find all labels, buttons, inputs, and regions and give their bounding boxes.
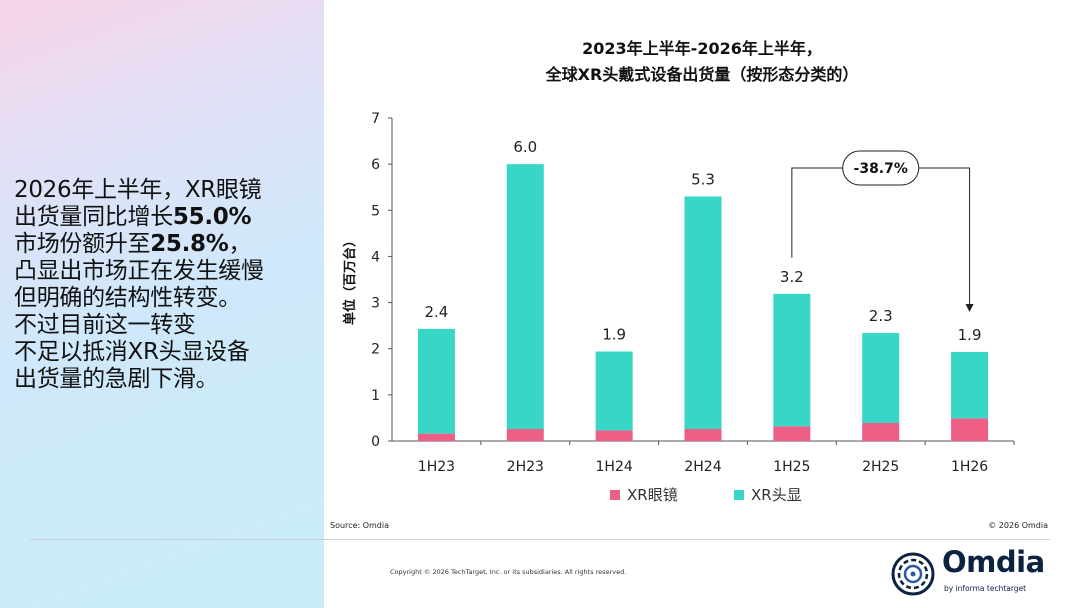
annotation-bracket (791, 167, 971, 306)
legend-swatch (734, 490, 744, 500)
bar-segment-xr-headset (684, 196, 722, 430)
chart-title-line1: 2023年上半年-2026年上半年， (582, 39, 822, 58)
summary-text: 2026年上半年，XR眼镜 出货量同比增长55.0% 市场份额升至25.8%， … (14, 177, 319, 393)
footer-divider (30, 539, 1050, 540)
y-tick-label: 5 (371, 203, 380, 219)
x-tick-label: 1H26 (951, 459, 988, 475)
bar-chart: 0 1 2 3 4 5 6 7 单位（百万台） 2.4 1H23 6.0 2H23 1.9 1H24 5.3… (342, 111, 1015, 504)
summary-line: 凸显出市场正在发生缓慢 (14, 258, 264, 284)
data-label: 1.9 (958, 326, 982, 344)
bar-segment-xr-glasses (506, 429, 544, 441)
data-label: 1.9 (602, 325, 626, 343)
bar-segment-xr-glasses (862, 423, 900, 441)
legend-label: XR眼镜 (627, 486, 678, 504)
bar-segment-xr-headset (417, 328, 455, 434)
annotation-pill (842, 150, 920, 186)
legend-swatch (610, 490, 620, 500)
logo-wordmark: Omdia (942, 545, 1045, 579)
annotation-arrow (965, 303, 974, 312)
data-label: 3.2 (780, 268, 804, 286)
x-tick-label: 2H24 (684, 459, 721, 475)
bar-segment-xr-glasses (773, 426, 811, 441)
y-tick-label: 0 (371, 434, 380, 450)
summary-line: 2026年上半年，XR眼镜 (14, 177, 262, 203)
legend-label: XR头显 (751, 486, 802, 504)
source-note: Source: Omdia (330, 521, 390, 530)
x-tick-label: 1H23 (418, 459, 455, 475)
y-tick-label: 7 (371, 111, 380, 127)
chart-title: 2023年上半年-2026年上半年， 全球XR头戴式设备出货量（按形态分类的） (324, 36, 1080, 88)
chart-copyright: © 2026 Omdia (988, 521, 1048, 530)
x-tick-label: 2H23 (507, 459, 544, 475)
change-annotation: -38.7% (791, 150, 974, 312)
bar-segment-xr-headset (862, 333, 900, 424)
legend: XR眼镜 XR头显 (610, 486, 802, 504)
footer-copyright: Copyright © 2026 TechTarget, Inc. or its… (390, 568, 627, 576)
summary-panel: 2026年上半年，XR眼镜 出货量同比增长55.0% 市场份额升至25.8%， … (0, 0, 324, 608)
bar-segment-xr-headset (595, 351, 633, 431)
y-tick-label: 1 (371, 388, 380, 404)
y-tick-label: 3 (371, 296, 380, 312)
data-label: 6.0 (513, 138, 537, 156)
chart-title-line2: 全球XR头戴式设备出货量（按形态分类的） (545, 65, 859, 84)
data-label: 2.3 (869, 307, 893, 325)
bar-segment-xr-headset (951, 351, 989, 419)
y-axis: 0 1 2 3 4 5 6 7 单位（百万台） (342, 111, 1014, 450)
bar-segment-xr-glasses (684, 429, 722, 441)
bar-segment-xr-headset (773, 293, 811, 427)
summary-line: 出货量同比增长55.0% (14, 204, 252, 230)
summary-highlight: 55.0% (172, 204, 252, 230)
summary-line: 出货量的急剧下滑。 (14, 366, 219, 392)
x-tick-label: 2H25 (862, 459, 899, 475)
bar-segment-xr-glasses (595, 430, 633, 441)
summary-line: 不过目前这一转变 (14, 312, 196, 338)
data-label: 2.4 (424, 303, 448, 321)
summary-line: 不足以抵消XR头显设备 (14, 339, 250, 365)
bar-segment-xr-glasses (951, 418, 989, 441)
y-tick-label: 4 (371, 249, 380, 265)
logo-subtitle: by informa techtarget (944, 584, 1027, 593)
data-label: 5.3 (691, 170, 715, 188)
omdia-logo-icon (891, 552, 935, 596)
omdia-logo: Omdia by informa techtarget (890, 545, 1050, 597)
summary-line: 市场份额升至25.8%， (14, 231, 252, 257)
x-tick-label: 1H25 (773, 459, 810, 475)
y-tick-label: 2 (371, 342, 380, 358)
y-axis-label: 单位（百万台） (342, 234, 358, 325)
bars (417, 164, 989, 441)
summary-line: 但明确的结构性转变。 (14, 285, 242, 311)
y-tick-label: 6 (371, 157, 380, 173)
x-tick-label: 1H24 (596, 459, 633, 475)
bar-segment-xr-headset (506, 164, 544, 430)
annotation-text: -38.7% (854, 161, 908, 177)
bar-segment-xr-glasses (417, 433, 455, 441)
summary-highlight: 25.8% (150, 231, 229, 257)
bar-labels: 2.4 1H23 6.0 2H23 1.9 1H24 5.3 2H24 3.2 1H25 2.3 2H… (418, 138, 1015, 475)
